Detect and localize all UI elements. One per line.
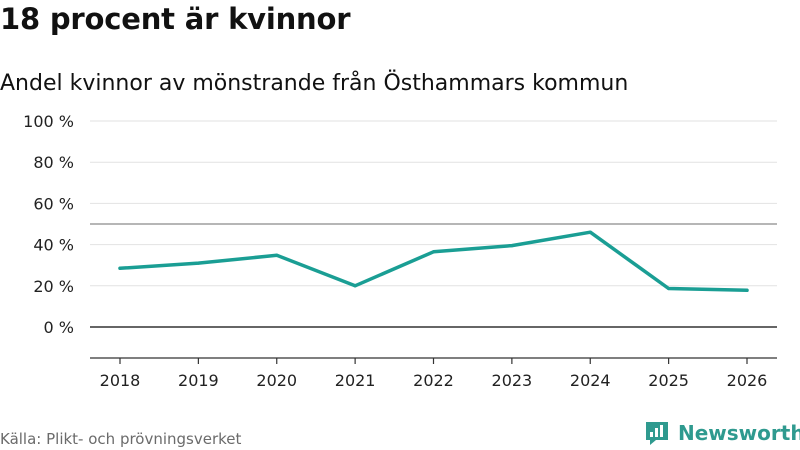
y-tick-label: 80 % bbox=[33, 153, 74, 172]
data-point bbox=[196, 261, 200, 265]
brand-name: Newsworthy bbox=[678, 421, 800, 445]
grid-lines bbox=[90, 120, 777, 328]
series-line-0 bbox=[118, 230, 749, 293]
x-tick-label: 2023 bbox=[492, 371, 533, 390]
x-tick-label: 2026 bbox=[727, 371, 768, 390]
x-tick-label: 2019 bbox=[178, 371, 219, 390]
chart-title: 18 procent är kvinnor bbox=[0, 2, 351, 36]
bar-chart-logo-icon bbox=[646, 422, 668, 445]
data-point bbox=[510, 244, 514, 248]
data-point bbox=[353, 284, 357, 288]
data-point bbox=[431, 250, 436, 254]
y-tick-label: 60 % bbox=[33, 194, 74, 213]
y-tick-label: 40 % bbox=[33, 236, 74, 255]
x-tick-label: 2021 bbox=[335, 371, 376, 390]
x-tick-label: 2018 bbox=[100, 371, 141, 390]
x-tick-label: 2022 bbox=[413, 371, 454, 390]
source-note: Källa: Plikt- och prövningsverket bbox=[0, 430, 242, 448]
x-tick-label: 2020 bbox=[256, 371, 297, 390]
x-tick-label: 2024 bbox=[570, 371, 611, 390]
data-point bbox=[588, 230, 592, 234]
y-tick-label: 100 % bbox=[23, 112, 74, 131]
y-tick-label: 0 % bbox=[44, 318, 74, 337]
y-tick-label: 20 % bbox=[33, 277, 74, 296]
data-point bbox=[275, 253, 279, 257]
x-axis: 2018 2019 2020 2021 2022 2023 2024 2025 2026 bbox=[90, 357, 777, 390]
chart-subtitle: Andel kvinnor av mönstrande från Östhamm… bbox=[0, 71, 629, 96]
series bbox=[118, 230, 749, 293]
data-point bbox=[118, 266, 122, 270]
y-tick-labels: 0 % 20 % 40 % 60 % 80 % 100 % bbox=[23, 112, 74, 337]
x-tick-label: 2025 bbox=[648, 371, 689, 390]
brand-logo: Newsworthy bbox=[644, 420, 800, 446]
data-point bbox=[745, 288, 749, 292]
data-point bbox=[667, 286, 671, 291]
